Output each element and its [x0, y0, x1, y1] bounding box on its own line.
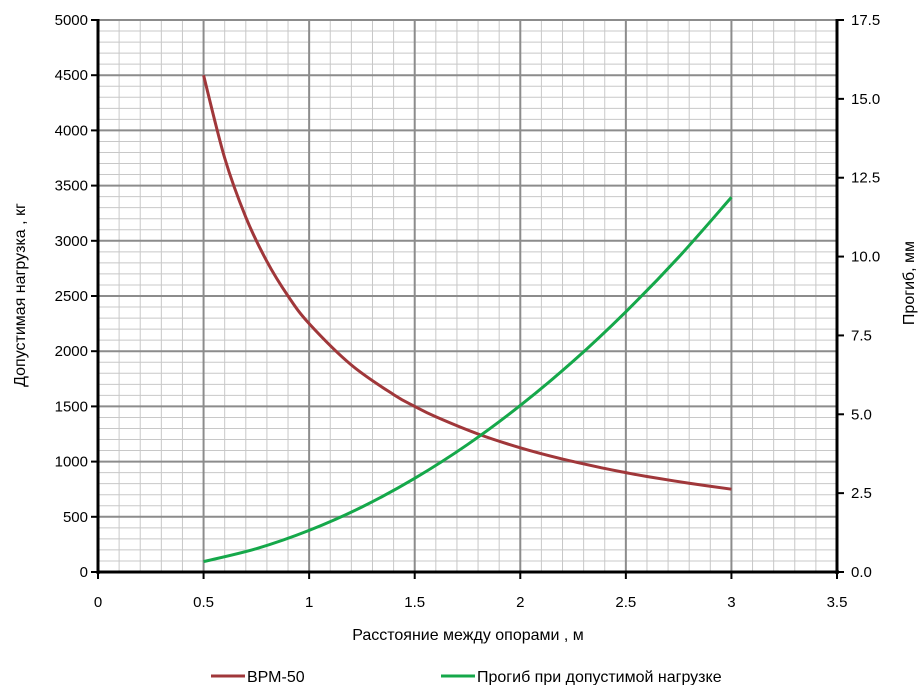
- legend-label-deflection: Прогиб при допустимой нагрузке: [477, 669, 722, 685]
- series-line-0: [202, 74, 732, 491]
- y-left-tick-label: 1000: [55, 454, 88, 471]
- tick-labels: 0 0.5 1 1.5 2 2.5 3 3.5 0 500 1000 1500 2000 2500 3000…: [55, 12, 881, 611]
- x-tick-label: 3: [727, 594, 735, 611]
- y-left-tick-label: 2000: [55, 343, 88, 360]
- y-left-tick-label: 2500: [55, 288, 88, 305]
- y-left-tick-label: 3500: [55, 178, 88, 195]
- y-right-tick-label: 5.0: [851, 406, 872, 423]
- axes: [91, 19, 844, 579]
- x-tick-label: 3.5: [827, 594, 848, 611]
- y-left-tick-label: 500: [63, 509, 88, 526]
- y-left-tick-label: 5000: [55, 12, 88, 29]
- series-line-1: [203, 196, 733, 564]
- y-left-tick-label: 4500: [55, 67, 88, 84]
- y-left-tick-label: 0: [80, 564, 88, 581]
- y-right-tick-label: 12.5: [851, 170, 880, 187]
- x-tick-label: 2: [516, 594, 524, 611]
- x-tick-label: 1.5: [404, 594, 425, 611]
- x-axis-title: Расстояние между опорами , м: [352, 627, 584, 644]
- legend: ВРМ-50 Прогиб при допустимой нагрузке: [211, 669, 722, 685]
- x-tick-label: 0.5: [193, 594, 214, 611]
- y-left-tick-label: 3000: [55, 233, 88, 250]
- y-left-axis-title: Допустимая нагрузка , кг: [12, 203, 29, 387]
- y-right-tick-label: 17.5: [851, 12, 880, 29]
- y-right-tick-label: 0.0: [851, 564, 872, 581]
- y-right-tick-label: 2.5: [851, 485, 872, 502]
- x-tick-label: 1: [305, 594, 313, 611]
- y-right-tick-label: 7.5: [851, 327, 872, 344]
- y-left-tick-label: 4000: [55, 122, 88, 139]
- x-tick-label: 0: [94, 594, 102, 611]
- series-layer: [202, 74, 733, 564]
- y-left-tick-label: 1500: [55, 398, 88, 415]
- grid: [97, 19, 838, 573]
- y-right-tick-label: 10.0: [851, 249, 880, 266]
- y-right-axis-title: Прогиб, мм: [901, 241, 918, 325]
- legend-label-vrm50: ВРМ-50: [247, 669, 305, 685]
- y-right-tick-label: 15.0: [851, 91, 880, 108]
- x-tick-label: 2.5: [615, 594, 636, 611]
